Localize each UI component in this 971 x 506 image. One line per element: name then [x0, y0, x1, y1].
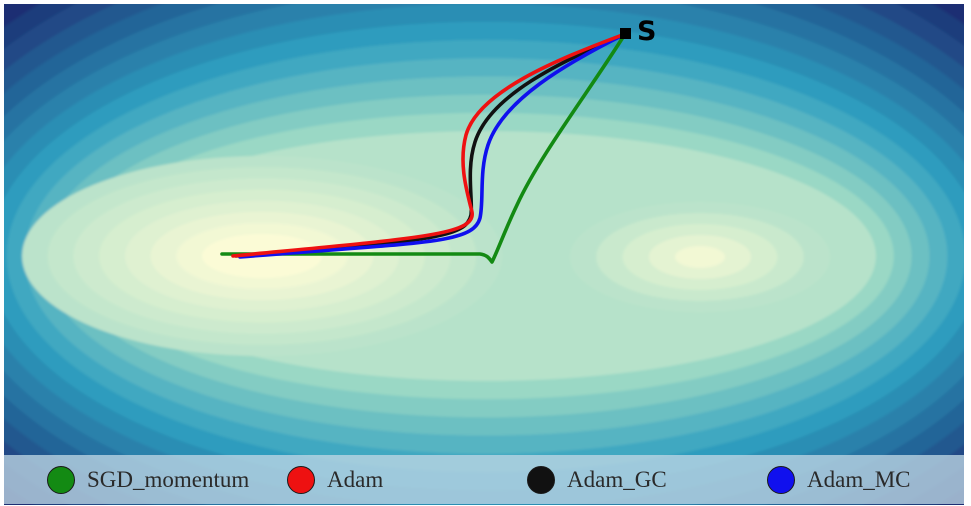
trajectory-sgd-momentum — [220, 32, 627, 264]
contour-band-right-basin — [675, 246, 725, 268]
legend-label-adam: Adam — [327, 467, 384, 492]
legend-label-adam-mc: Adam_MC — [807, 467, 911, 492]
start-point-square — [620, 28, 631, 39]
trajectory-adam-gc — [234, 32, 627, 258]
trajectory-adam — [231, 32, 627, 258]
legend-item-adam-gc: Adam_GC — [527, 463, 667, 497]
legend-marker-adam-gc — [527, 466, 555, 494]
start-marker: S — [620, 16, 656, 47]
legend-item-sgd-momentum: SGD_momentum — [47, 463, 249, 497]
legend-item-adam-mc: Adam_MC — [767, 463, 911, 497]
trajectory-adam-mc — [238, 32, 627, 259]
legend-label-adam-gc: Adam_GC — [567, 467, 667, 492]
legend: SGD_momentum Adam Adam_GC Adam_MC — [4, 455, 964, 504]
trajectories — [220, 32, 627, 264]
legend-marker-sgd-momentum — [47, 466, 75, 494]
legend-marker-adam-mc — [767, 466, 795, 494]
legend-item-adam: Adam — [287, 463, 383, 497]
legend-marker-adam — [287, 466, 315, 494]
start-point-label: S — [637, 16, 656, 47]
legend-label-sgd-momentum: SGD_momentum — [87, 467, 250, 492]
